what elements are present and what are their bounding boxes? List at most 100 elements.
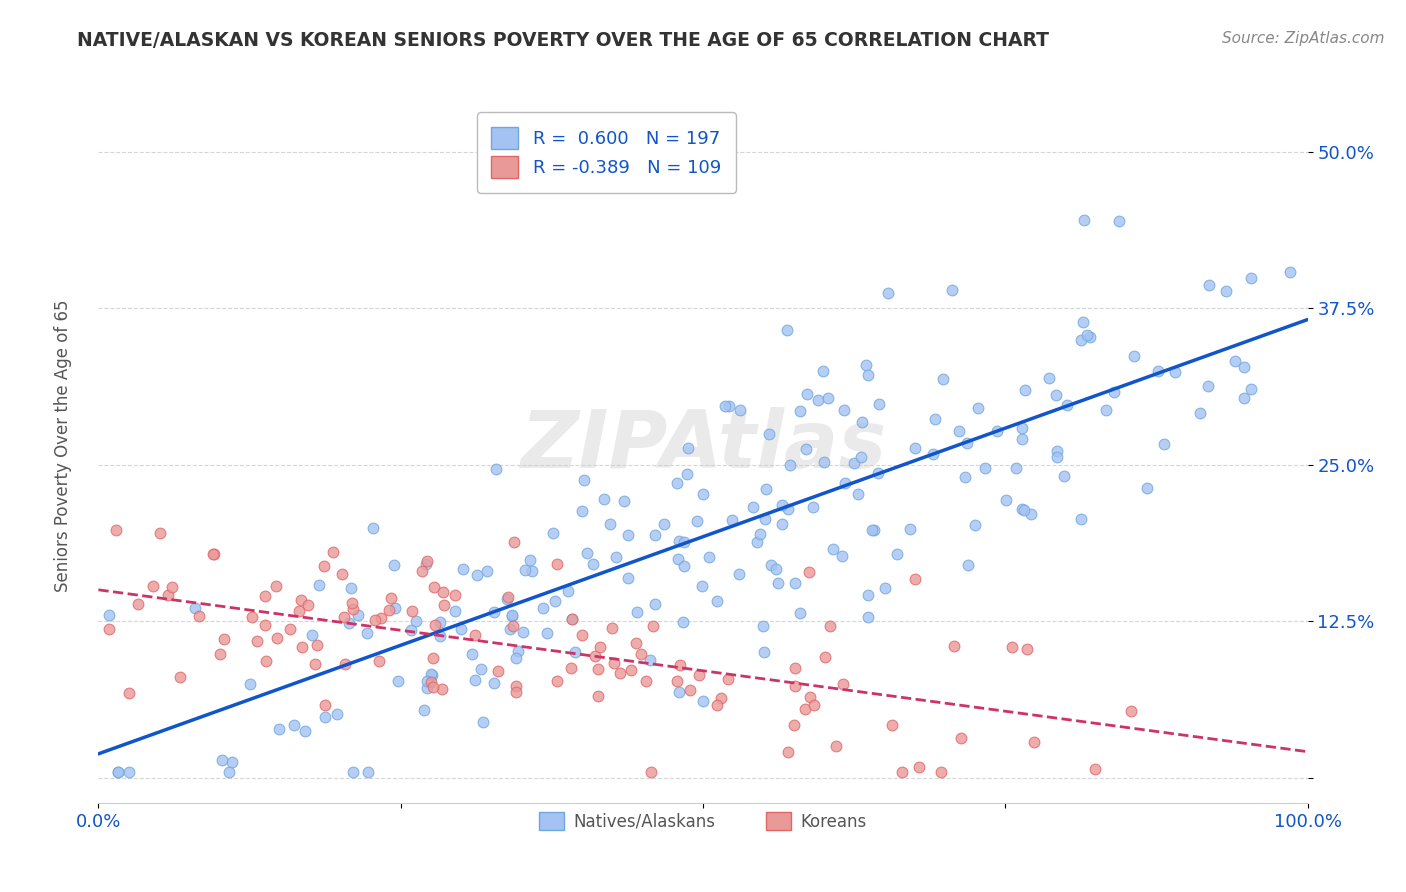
Point	[1053, 468, 1076, 483]
Point	[444, 604, 467, 618]
Point	[665, 475, 688, 490]
Point	[501, 608, 523, 623]
Point	[169, 670, 191, 684]
Point	[502, 618, 524, 632]
Point	[617, 528, 640, 542]
Point	[844, 456, 866, 470]
Point	[776, 323, 799, 337]
Point	[288, 604, 311, 618]
Point	[432, 682, 454, 697]
Point	[778, 745, 800, 759]
Point	[1225, 353, 1247, 368]
Point	[370, 610, 392, 624]
Point	[308, 578, 330, 592]
Point	[356, 625, 378, 640]
Point	[814, 649, 837, 664]
Point	[214, 632, 236, 647]
Point	[399, 624, 422, 638]
Point	[949, 731, 972, 745]
Point	[104, 523, 127, 537]
Point	[1005, 460, 1028, 475]
Point	[1189, 406, 1212, 420]
Point	[1001, 640, 1024, 654]
Point	[986, 424, 1008, 438]
Point	[973, 460, 995, 475]
Point	[378, 603, 401, 617]
Point	[496, 590, 519, 604]
Point	[668, 657, 690, 672]
Point	[1011, 421, 1033, 435]
Point	[846, 487, 869, 501]
Point	[342, 601, 364, 615]
Point	[752, 619, 775, 633]
Point	[856, 368, 879, 382]
Point	[416, 681, 439, 695]
Point	[817, 391, 839, 405]
Point	[416, 553, 439, 567]
Point	[856, 588, 879, 602]
Point	[924, 411, 946, 425]
Point	[97, 608, 120, 623]
Point	[301, 628, 323, 642]
Point	[460, 647, 482, 661]
Point	[290, 593, 312, 607]
Point	[692, 694, 714, 708]
Point	[485, 462, 508, 476]
Point	[813, 454, 835, 468]
Point	[717, 400, 740, 414]
Point	[482, 605, 505, 619]
Point	[1215, 284, 1237, 298]
Point	[770, 516, 793, 531]
Point	[342, 764, 364, 779]
Point	[546, 557, 568, 571]
Point	[572, 473, 595, 487]
Point	[156, 588, 179, 602]
Point	[423, 580, 446, 594]
Point	[755, 482, 778, 496]
Point	[796, 386, 818, 401]
Point	[571, 504, 593, 518]
Point	[142, 579, 165, 593]
Point	[470, 662, 492, 676]
Point	[118, 764, 141, 779]
Point	[1045, 388, 1067, 402]
Point	[626, 605, 648, 619]
Point	[745, 534, 768, 549]
Point	[415, 558, 437, 572]
Point	[254, 590, 277, 604]
Point	[283, 717, 305, 731]
Point	[643, 619, 665, 633]
Point	[858, 609, 880, 624]
Point	[519, 553, 541, 567]
Point	[307, 638, 329, 652]
Text: NATIVE/ALASKAN VS KOREAN SENIORS POVERTY OVER THE AGE OF 65 CORRELATION CHART: NATIVE/ALASKAN VS KOREAN SENIORS POVERTY…	[77, 31, 1049, 50]
Point	[644, 598, 666, 612]
Point	[361, 521, 384, 535]
Point	[575, 546, 598, 560]
Point	[1014, 502, 1036, 516]
Point	[239, 676, 262, 690]
Point	[891, 764, 914, 779]
Point	[609, 666, 631, 681]
Point	[688, 668, 710, 682]
Point	[423, 618, 446, 632]
Point	[1164, 365, 1187, 379]
Point	[748, 527, 770, 541]
Point	[776, 501, 799, 516]
Point	[794, 702, 817, 716]
Point	[768, 575, 790, 590]
Point	[1070, 333, 1092, 347]
Point	[380, 591, 402, 606]
Point	[941, 283, 963, 297]
Point	[876, 285, 898, 300]
Point	[98, 622, 121, 636]
Point	[965, 518, 987, 533]
Point	[364, 614, 387, 628]
Point	[218, 764, 240, 779]
Point	[1019, 507, 1042, 521]
Legend: Natives/Alaskans, Koreans: Natives/Alaskans, Koreans	[533, 805, 873, 838]
Point	[453, 562, 475, 576]
Point	[929, 764, 952, 779]
Point	[326, 706, 349, 721]
Point	[1056, 397, 1078, 411]
